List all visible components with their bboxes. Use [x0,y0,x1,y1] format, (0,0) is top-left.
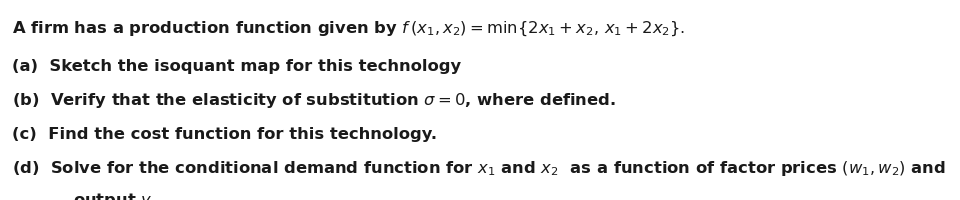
Text: (d)  Solve for the conditional demand function for $x_1$ and $x_2$  as a functio: (d) Solve for the conditional demand fun… [12,158,946,178]
Text: (b)  Verify that the elasticity of substitution $\sigma = 0$, where defined.: (b) Verify that the elasticity of substi… [12,90,615,110]
Text: (a)  Sketch the isoquant map for this technology: (a) Sketch the isoquant map for this tec… [12,58,461,73]
Text: (c)  Find the cost function for this technology.: (c) Find the cost function for this tech… [12,127,437,142]
Text: A firm has a production function given by $f\,(x_1,x_2) = \mathrm{min}\{2x_1 + x: A firm has a production function given b… [12,20,684,38]
Text: output $y$.: output $y$. [73,190,156,200]
